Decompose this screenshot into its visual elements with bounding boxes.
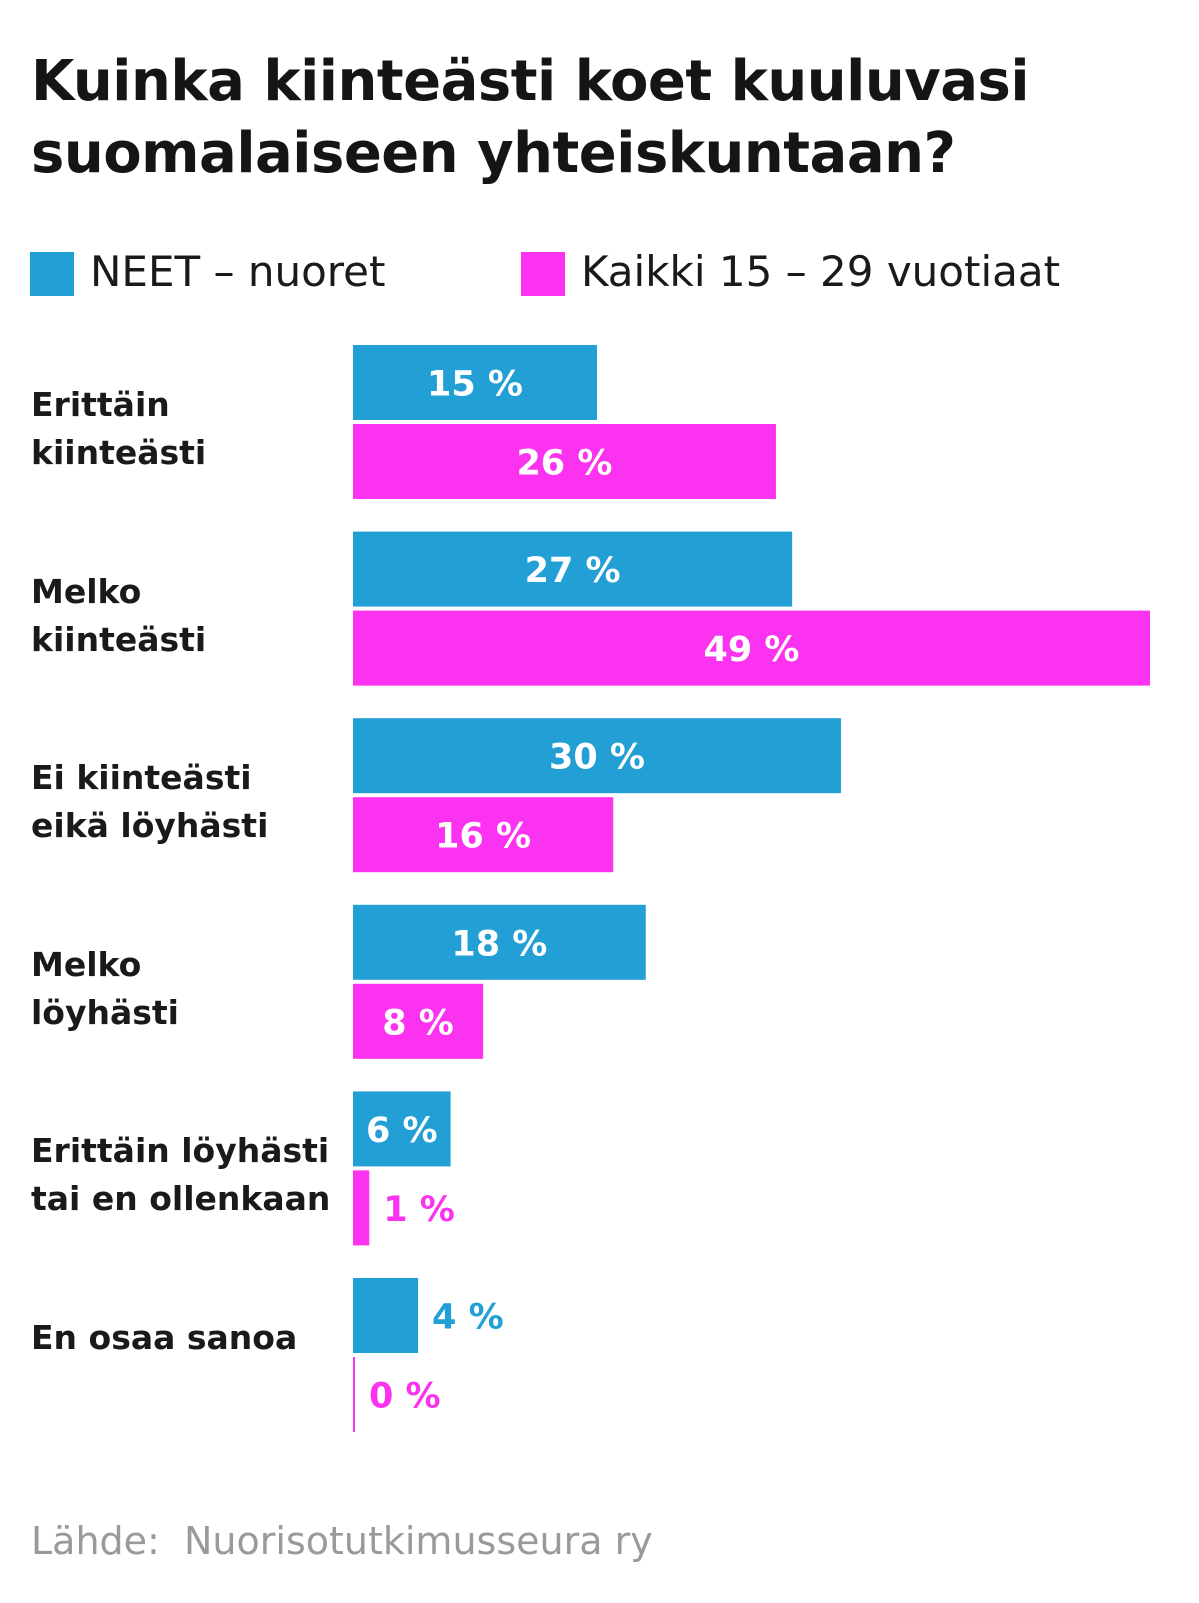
bar-kaikki-0 [353, 424, 776, 499]
bar-label-neet-2: 30 % [549, 738, 645, 778]
legend-label-kaikki: Kaikki 15 – 29 vuotiaat [581, 247, 1061, 296]
bar-label-kaikki-4: 1 % [383, 1190, 455, 1230]
bar-kaikki-2 [353, 797, 614, 873]
bar-label-neet-0: 15 % [427, 365, 523, 405]
bar-neet-1 [353, 531, 793, 607]
bar-kaikki-4 [353, 1170, 370, 1246]
bar-label-kaikki-2: 16 % [435, 817, 531, 857]
bar-label-kaikki-3: 8 % [382, 1003, 454, 1043]
bar-neet-4 [353, 1091, 451, 1167]
category-label-melko-kiinteasti: Melko kiinteästi [31, 572, 207, 659]
category-label-ei-kiinteasti-eika-loyhasti: Ei kiinteästi eikä löyhästi [31, 758, 269, 845]
chart-title: Kuinka kiinteästi koet kuuluvasi suomala… [31, 49, 1030, 186]
bar-label-neet-3: 18 % [451, 924, 547, 964]
bar-neet-3 [353, 904, 646, 980]
legend: NEET – nuoret Kaikki 15 – 29 vuotiaat [0, 246, 1199, 298]
legend-label-neet: NEET – nuoret [90, 247, 386, 296]
bar-neet-0 [353, 345, 597, 420]
bar-label-kaikki-1: 49 % [704, 630, 800, 670]
bar-neet-5 [353, 1278, 419, 1353]
bar-label-neet-4: 6 % [366, 1111, 438, 1151]
category-label-erittain-kiinteasti: Erittäin kiinteästi [31, 385, 207, 472]
bar-kaikki-3 [353, 983, 484, 1059]
bar-label-kaikki-0: 26 % [516, 444, 612, 484]
source-note: Lähde: Nuorisotutkimusseura ry [31, 1519, 653, 1563]
bar-kaikki-5 [353, 1357, 355, 1432]
bar-label-neet-1: 27 % [525, 551, 621, 591]
category-label-melko-loyhasti: Melko löyhästi [31, 945, 179, 1032]
legend-swatch-neet [30, 252, 74, 296]
bar-label-kaikki-5: 0 % [369, 1377, 441, 1417]
bar-label-neet-5: 4 % [432, 1298, 504, 1338]
bar-kaikki-1 [353, 610, 1150, 686]
bar-neet-2 [353, 718, 841, 794]
category-label-erittain-loyhasti: Erittäin löyhästi tai en ollenkaan [31, 1131, 331, 1218]
category-label-en-osaa-sanoa: En osaa sanoa [31, 1318, 298, 1357]
legend-swatch-kaikki [521, 252, 565, 296]
